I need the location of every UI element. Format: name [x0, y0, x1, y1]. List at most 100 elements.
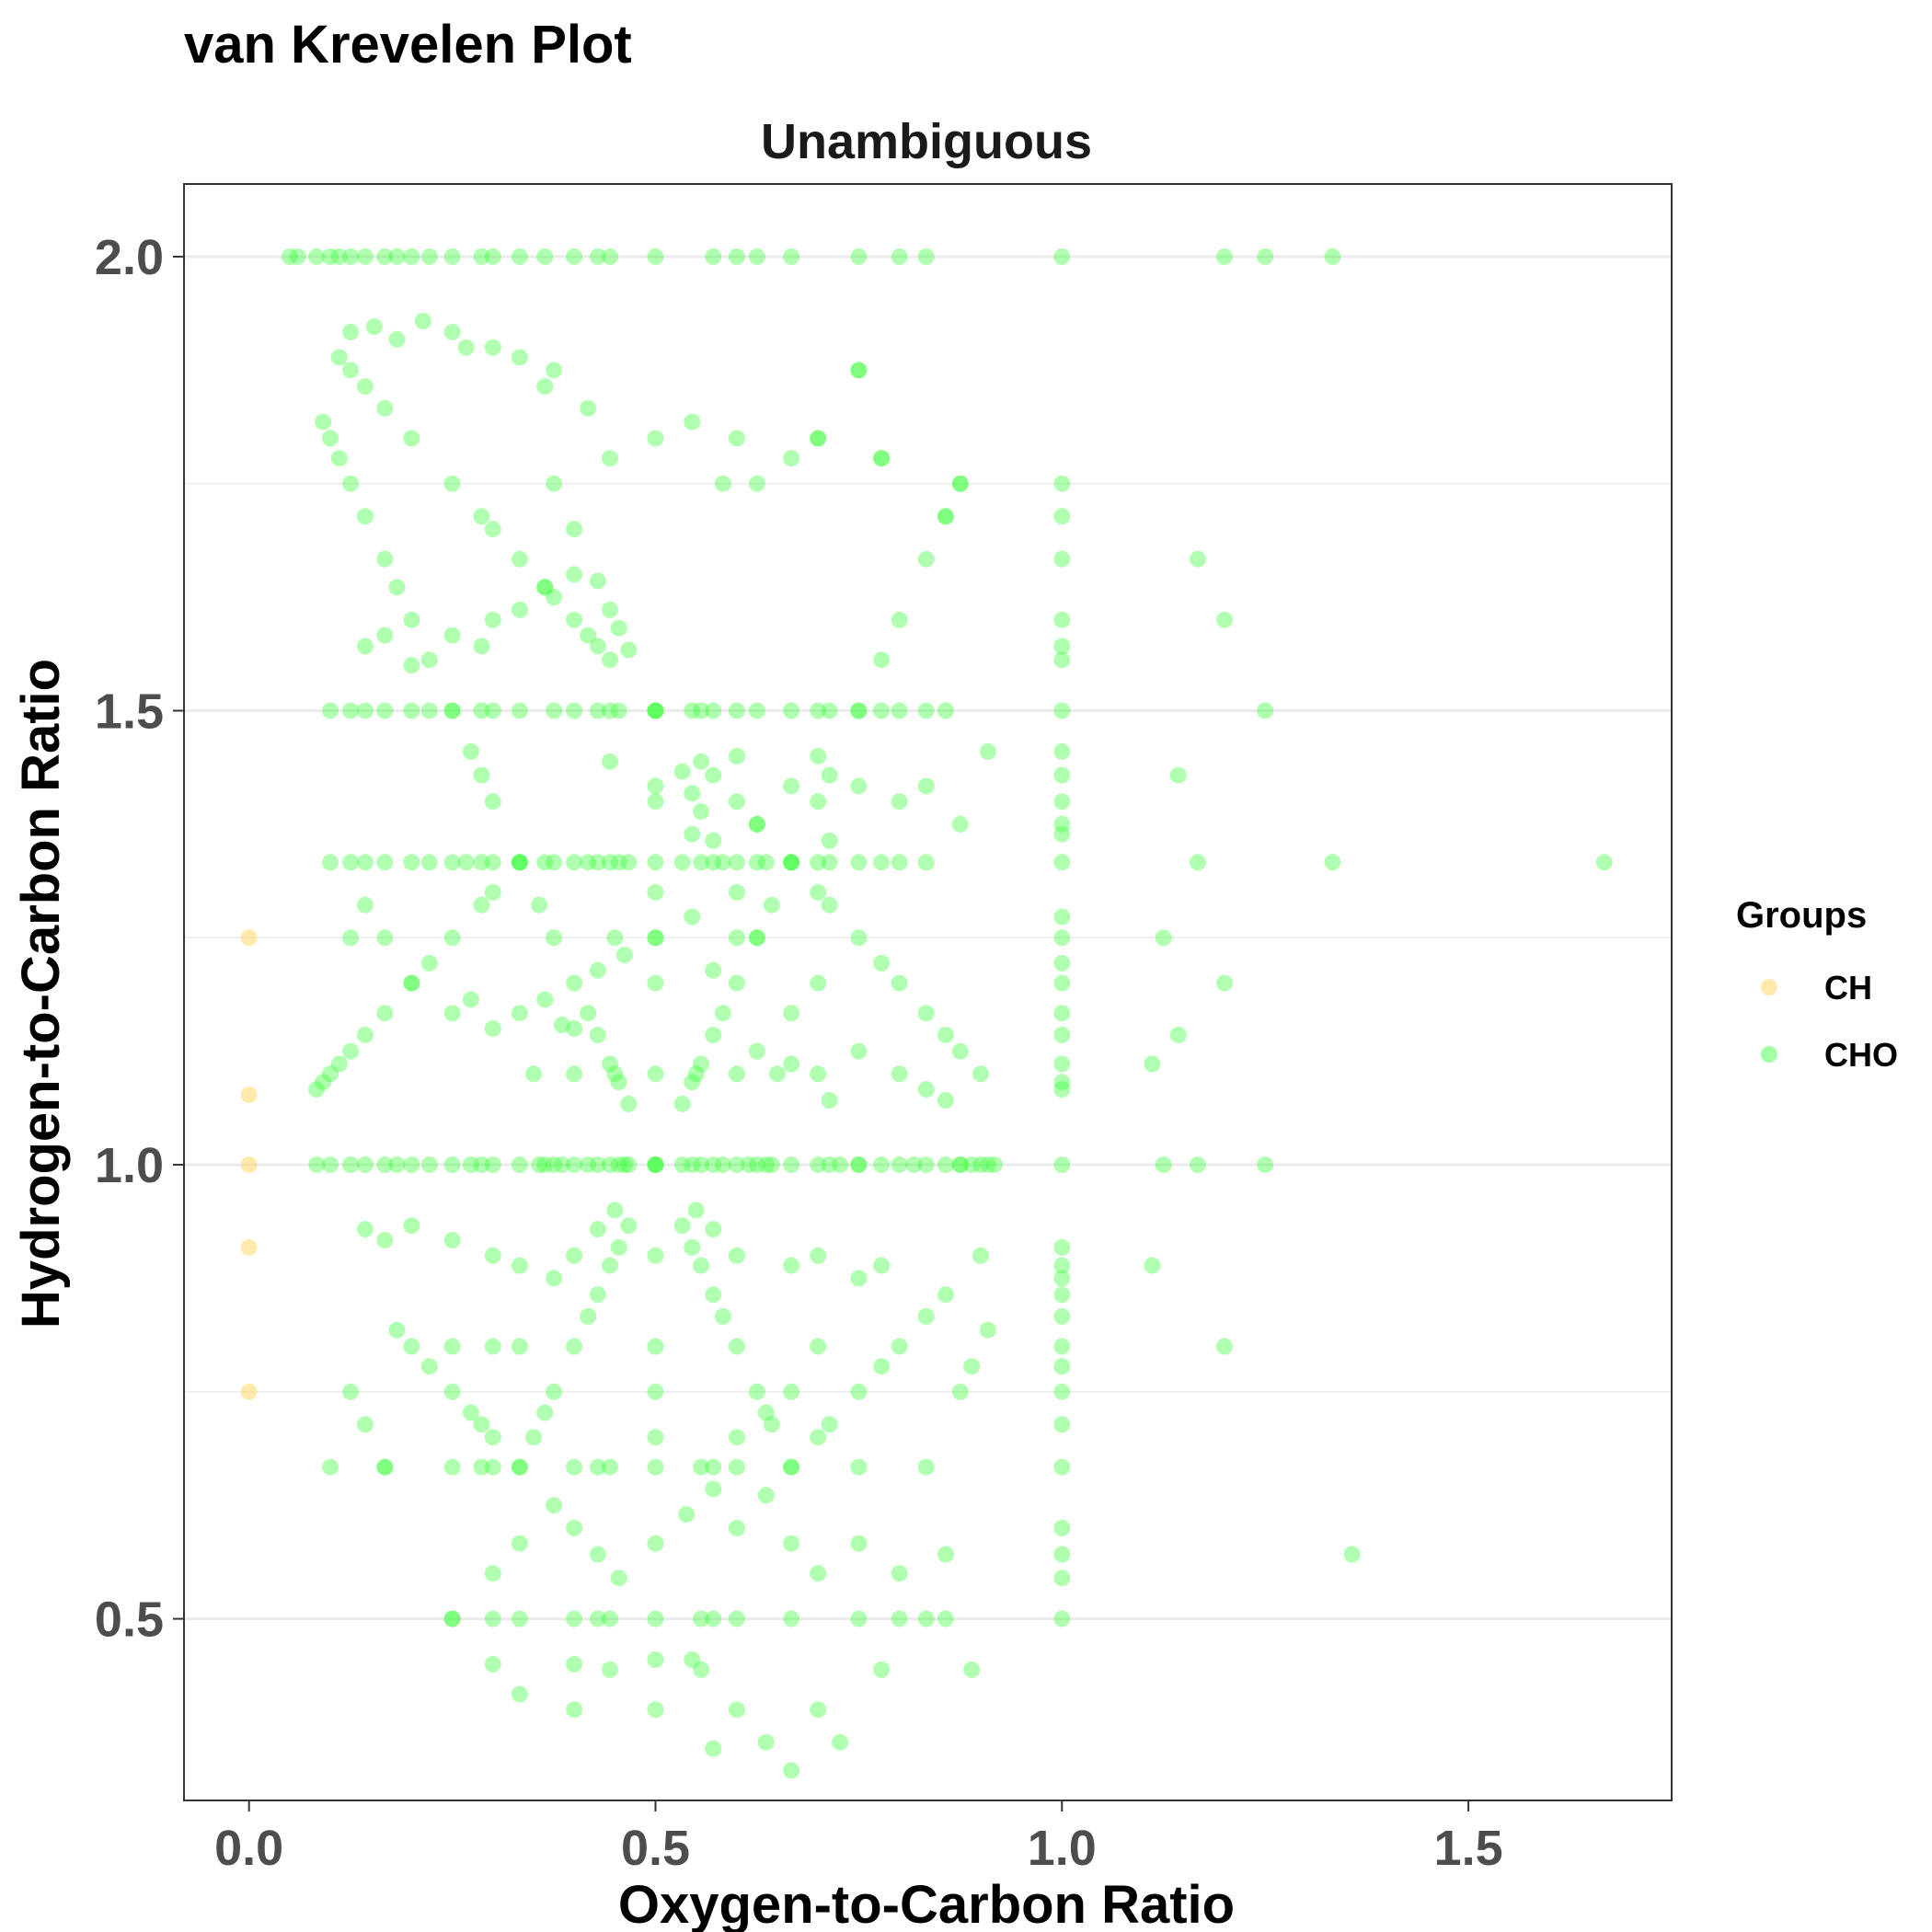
point-cho	[443, 1232, 461, 1248]
point-cho	[566, 974, 583, 992]
point-cho	[330, 1055, 348, 1073]
point-cho	[342, 929, 360, 947]
point-cho	[443, 323, 461, 340]
point-cho	[891, 1065, 908, 1083]
point-cho	[810, 1565, 827, 1582]
point-cho	[728, 747, 745, 765]
point-cho	[357, 702, 374, 719]
point-cho	[357, 1156, 374, 1173]
point-cho	[763, 1416, 780, 1433]
point-cho	[850, 1383, 868, 1400]
point-cho	[589, 248, 606, 265]
point-cho	[511, 1257, 528, 1274]
point-cho	[606, 929, 624, 947]
point-cho	[357, 638, 374, 655]
point-cho	[728, 793, 745, 811]
point-cho	[821, 1156, 838, 1173]
point-cho	[891, 248, 908, 265]
point-cho	[1053, 508, 1071, 525]
point-cho	[403, 974, 420, 992]
point-cho	[714, 1005, 731, 1022]
point-cho	[388, 330, 406, 348]
point-cho	[462, 742, 479, 760]
gridlines	[184, 255, 1672, 1621]
point-cho	[705, 1458, 722, 1476]
point-cho	[357, 1221, 374, 1238]
point-cho	[484, 793, 501, 811]
point-cho	[403, 1217, 420, 1235]
point-cho	[714, 854, 731, 871]
point-cho	[647, 1610, 664, 1627]
point-cho	[951, 1383, 969, 1400]
point-cho	[1053, 638, 1071, 655]
point-cho	[376, 627, 394, 644]
point-cho	[443, 248, 461, 265]
point-cho	[891, 974, 908, 992]
point-cho	[308, 1081, 325, 1098]
point-cho	[443, 1458, 461, 1476]
point-cho	[536, 579, 554, 596]
point-cho	[728, 1338, 745, 1355]
point-cho	[783, 1762, 800, 1779]
point-cho	[1216, 611, 1233, 628]
point-cho	[850, 702, 868, 719]
point-cho	[511, 702, 528, 719]
point-ch	[240, 1087, 258, 1103]
point-ch	[240, 1156, 258, 1173]
point-cho	[783, 854, 800, 871]
point-cho	[783, 1610, 800, 1627]
point-cho	[810, 702, 827, 719]
point-cho	[783, 777, 800, 795]
point-cho	[602, 702, 618, 719]
point-cho	[473, 248, 490, 265]
point-cho	[566, 1156, 583, 1173]
point-cho	[673, 854, 691, 871]
point-cho	[821, 896, 838, 914]
point-cho	[705, 1221, 722, 1238]
point-cho	[566, 521, 583, 538]
point-cho	[748, 1383, 765, 1400]
point-cho	[376, 550, 394, 568]
point-cho	[511, 349, 528, 366]
point-cho	[484, 339, 501, 356]
point-cho	[705, 1156, 722, 1173]
point-cho	[937, 1610, 954, 1627]
plot-panel-border	[183, 183, 1673, 1801]
point-cho	[620, 854, 638, 871]
point-cho	[647, 702, 664, 719]
point-cho	[1053, 1338, 1071, 1355]
point-cho	[810, 1247, 827, 1264]
point-cho	[531, 896, 548, 914]
point-cho	[728, 430, 745, 447]
point-cho	[783, 854, 800, 871]
point-cho	[705, 1026, 722, 1043]
point-cho	[580, 854, 597, 871]
y-tick-label: 1.0	[95, 1138, 164, 1193]
point-cho	[342, 702, 360, 719]
point-cho	[850, 929, 868, 947]
point-cho	[1053, 1238, 1071, 1256]
point-cho	[705, 1610, 722, 1627]
point-cho	[693, 1661, 709, 1678]
point-cho	[705, 1740, 722, 1757]
point-cho	[905, 1156, 923, 1173]
point-cho	[783, 854, 800, 871]
point-cho	[850, 1156, 868, 1173]
point-cho	[673, 1217, 691, 1235]
point-cho	[536, 1404, 554, 1421]
point-cho	[917, 248, 935, 265]
point-ch	[240, 1238, 258, 1256]
point-cho	[536, 991, 554, 1008]
point-cho	[1053, 1307, 1071, 1325]
point-ch	[240, 929, 258, 947]
point-cho	[589, 1546, 606, 1563]
point-cho	[602, 1156, 618, 1173]
point-cho	[748, 475, 765, 492]
point-cho	[647, 1156, 664, 1173]
point-cho	[647, 1535, 664, 1552]
point-cho	[376, 1005, 394, 1022]
point-cho	[714, 475, 731, 492]
point-cho	[647, 974, 664, 992]
point-cho	[443, 702, 461, 719]
plot-panel-background	[184, 184, 1672, 1800]
